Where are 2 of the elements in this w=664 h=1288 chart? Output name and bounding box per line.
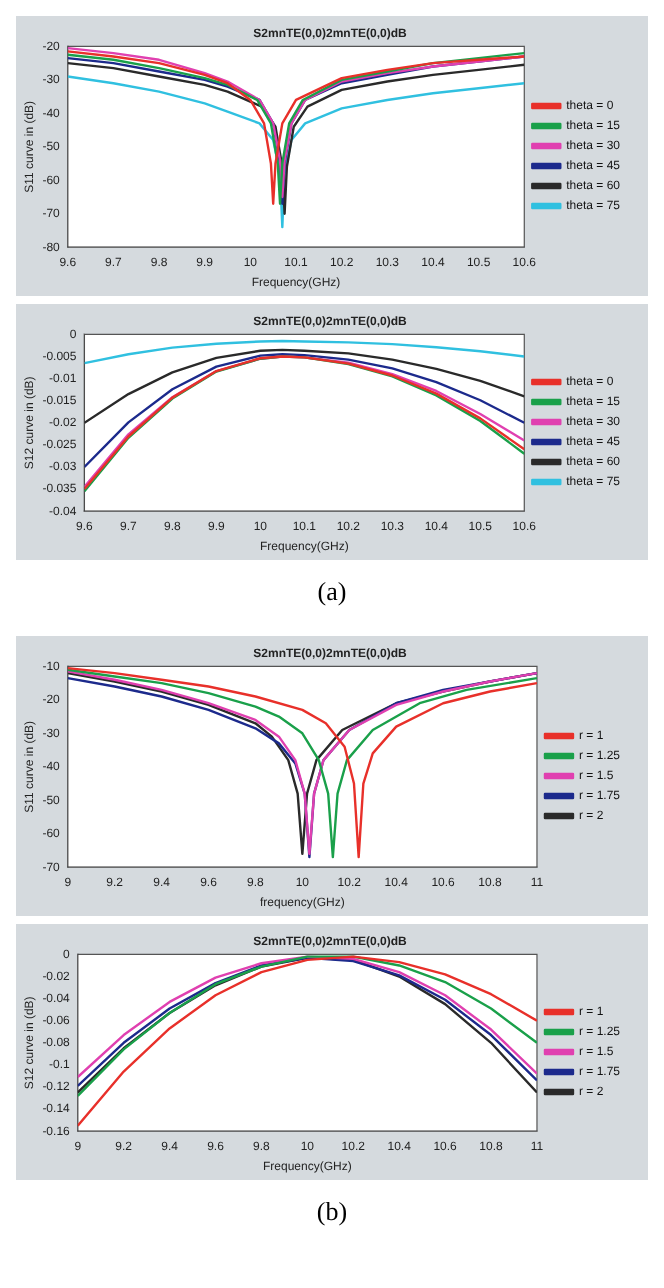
text: (a)	[315, 574, 349, 610]
text: (b)	[314, 1194, 350, 1230]
